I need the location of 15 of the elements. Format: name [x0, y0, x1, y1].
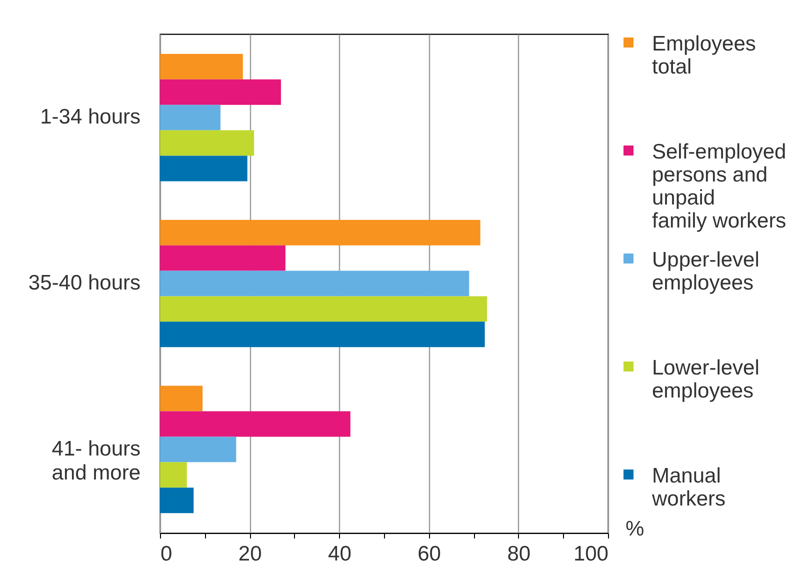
y-tick-label: 35-40 hours: [28, 272, 140, 294]
y-tick-label: 1-34 hours: [40, 106, 140, 129]
y-tick-label: 41- hours and more: [52, 437, 140, 484]
x-tick-label: 100: [573, 542, 608, 566]
legend-label: Employees total: [652, 32, 756, 78]
x-axis-title: %: [626, 518, 644, 540]
legend-label: Self-employed persons and unpaid family workers: [652, 140, 786, 232]
legend-label: Lower-level employees: [652, 356, 760, 402]
x-tick-label: 0: [160, 542, 172, 566]
x-tick-label: 40: [328, 542, 352, 566]
legend-label: Upper-level employees: [652, 248, 760, 294]
x-tick-label: 60: [418, 542, 441, 566]
x-tick-label: 80: [507, 542, 531, 566]
x-tick-label: 20: [238, 542, 262, 566]
legend-label: Manual workers: [651, 464, 726, 510]
